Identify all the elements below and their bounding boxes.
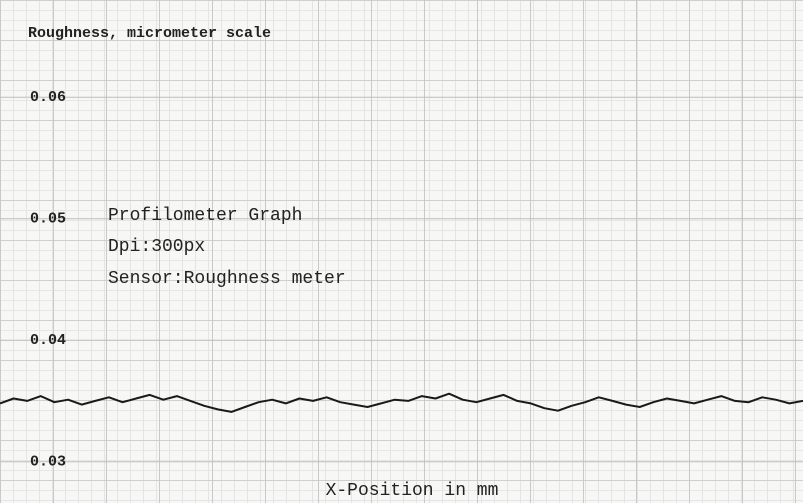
y-tick-label: 0.05 — [30, 211, 66, 228]
roughness-line — [0, 392, 803, 413]
y-tick-label: 0.03 — [30, 454, 66, 471]
annotation: Dpi:300px — [108, 237, 205, 257]
x-axis-label: X-Position in mm — [326, 481, 499, 501]
annotation: Profilometer Graph — [108, 206, 302, 226]
chart-title: Roughness, micrometer scale — [28, 25, 271, 42]
annotation: Sensor:Roughness meter — [108, 269, 346, 289]
y-tick-label: 0.04 — [30, 332, 66, 349]
y-tick-label: 0.06 — [30, 89, 66, 106]
